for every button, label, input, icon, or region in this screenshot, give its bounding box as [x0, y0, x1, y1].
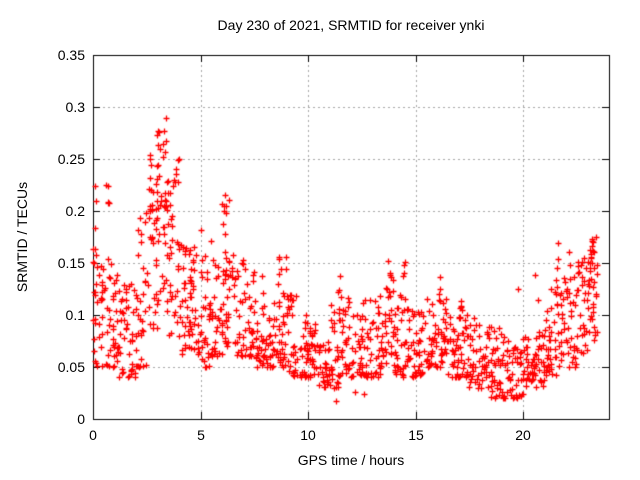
y-tick-label: 0.05	[57, 359, 85, 375]
y-tick-label: 0.1	[65, 307, 85, 323]
y-tick-label: 0.2	[65, 203, 85, 219]
y-tick-label: 0.35	[57, 47, 85, 63]
x-tick-label: 10	[300, 427, 316, 443]
y-tick-label: 0	[77, 411, 85, 427]
y-axis-title: SRMTID / TECUs	[14, 181, 30, 293]
x-tick-label: 5	[197, 427, 205, 443]
x-tick-label: 20	[515, 427, 531, 443]
x-tick-label: 15	[408, 427, 424, 443]
x-tick-label: 0	[89, 427, 97, 443]
chart-title: Day 230 of 2021, SRMTID for receiver ynk…	[217, 17, 485, 33]
y-tick-label: 0.3	[65, 99, 85, 115]
x-axis-title: GPS time / hours	[297, 452, 405, 468]
y-tick-label: 0.15	[57, 255, 85, 271]
y-tick-label: 0.25	[57, 151, 85, 167]
